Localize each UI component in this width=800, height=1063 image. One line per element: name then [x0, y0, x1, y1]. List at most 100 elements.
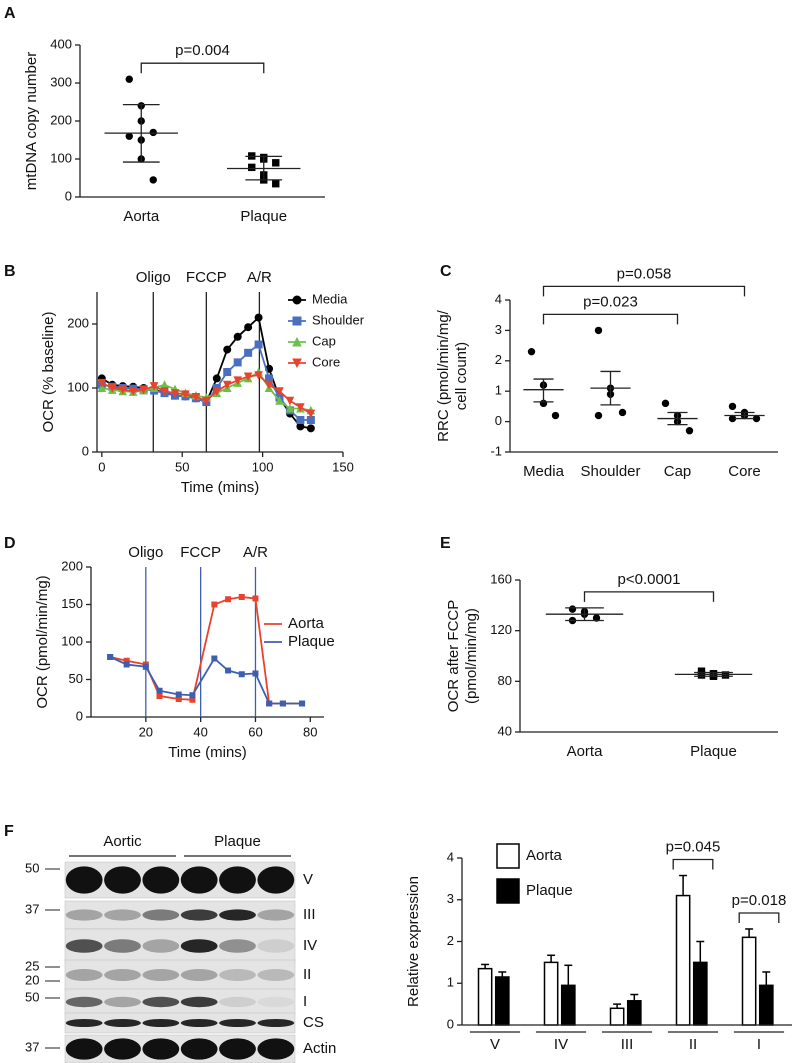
point: [149, 382, 159, 391]
point: [306, 424, 315, 433]
blot-band: [257, 939, 295, 953]
x-tick-label: Shoulder: [580, 463, 640, 480]
point: [149, 128, 157, 137]
point: [661, 399, 670, 408]
legend-marker: [292, 316, 302, 326]
blot-band: [104, 939, 141, 953]
point: [212, 387, 222, 396]
blot-band-label: II: [303, 966, 311, 983]
y-tick-label: 4: [447, 849, 454, 864]
mw-marker: 20: [25, 972, 39, 987]
y-axis-label: RRC (pmol/min/mg/: [435, 309, 452, 442]
legend-marker: [292, 336, 302, 347]
blot-band: [180, 939, 218, 953]
x-tick-label: Cap: [664, 463, 692, 480]
point: [125, 132, 133, 140]
blot-strip: [64, 988, 296, 1016]
point: [202, 396, 211, 406]
blot-strip: [64, 1034, 296, 1063]
point: [254, 371, 263, 380]
significance-bracket: [583, 591, 715, 602]
x-axis-label: Time (mins): [181, 479, 260, 496]
y-tick-label: 3: [495, 322, 502, 337]
bar: [477, 967, 493, 1026]
point: [118, 385, 128, 395]
blot-band: [257, 909, 295, 921]
y-tick-label: 1: [495, 383, 502, 398]
blot-band: [104, 969, 141, 981]
significance-bracket: [140, 62, 265, 74]
x-tick-label: Core: [728, 463, 761, 480]
point: [244, 323, 253, 332]
blot-band: [219, 969, 256, 981]
point: [306, 409, 316, 419]
legend-label: Core: [312, 354, 340, 369]
y-axis-label: OCR (pmol/min/mg): [34, 575, 51, 708]
blot-band: [219, 909, 256, 921]
point: [189, 692, 196, 699]
blot-band-label: III: [303, 906, 316, 923]
point: [275, 387, 284, 396]
y-tick-label: 100: [61, 633, 83, 648]
p-value: p<0.0001: [618, 571, 681, 588]
x-tick-label: I: [757, 1036, 761, 1053]
blot-band: [65, 1019, 103, 1027]
mw-marker: 37: [25, 1039, 39, 1054]
bar: [626, 1000, 642, 1026]
y-tick-label: 3: [447, 891, 454, 906]
x-tick-label: 100: [252, 459, 274, 474]
y-tick-label: 2: [447, 933, 454, 948]
point: [222, 380, 232, 390]
mw-marker: 50: [25, 860, 39, 875]
blot-band-label: Actin: [303, 1040, 336, 1057]
y-tick-label: 40: [498, 723, 512, 738]
point: [299, 700, 306, 707]
blot-strip: [64, 861, 296, 899]
y-tick-label: 120: [490, 622, 512, 637]
blot-band: [219, 1038, 256, 1060]
point: [551, 411, 560, 420]
point: [211, 601, 218, 608]
y-tick-label: 100: [50, 150, 72, 165]
y-axis-label: OCR after FCCP: [445, 600, 462, 713]
blot-band: [65, 866, 103, 894]
blot-band: [142, 939, 180, 953]
point: [233, 332, 242, 341]
point: [594, 411, 603, 420]
p-value: p=0.045: [666, 839, 721, 856]
blot-band: [104, 909, 141, 921]
blot-band: [257, 1038, 295, 1060]
blot-band: [104, 866, 141, 894]
panel-letter: B: [4, 263, 16, 280]
event-label: FCCP: [180, 544, 221, 561]
blot-band: [257, 969, 295, 981]
blot-band: [65, 909, 103, 921]
blot-band: [180, 969, 218, 981]
point: [107, 654, 114, 660]
point: [272, 180, 280, 188]
y-tick-label: 100: [67, 379, 89, 394]
point: [156, 687, 163, 694]
point: [142, 663, 149, 670]
y-tick-label: 0: [447, 1016, 454, 1031]
x-tick-label: V: [490, 1036, 500, 1053]
event-label: A/R: [247, 269, 272, 286]
x-tick-label: 40: [193, 724, 207, 739]
blot-band: [180, 866, 218, 894]
point: [107, 384, 117, 393]
significance-bracket: [672, 858, 714, 870]
blot-band: [142, 1038, 180, 1060]
y-axis-label: (pmol/min/mg): [463, 608, 480, 704]
x-tick-label: 60: [248, 724, 262, 739]
blot-band: [219, 1019, 256, 1027]
point: [225, 667, 232, 674]
panel-letter: D: [4, 535, 16, 552]
legend-label: Cap: [312, 333, 336, 348]
point: [233, 376, 242, 385]
legend-swatch: [496, 843, 520, 869]
blot-band: [180, 1038, 218, 1060]
x-tick-label: 20: [139, 724, 153, 739]
y-axis-label: cell count): [453, 342, 470, 410]
blot-band: [65, 969, 103, 981]
